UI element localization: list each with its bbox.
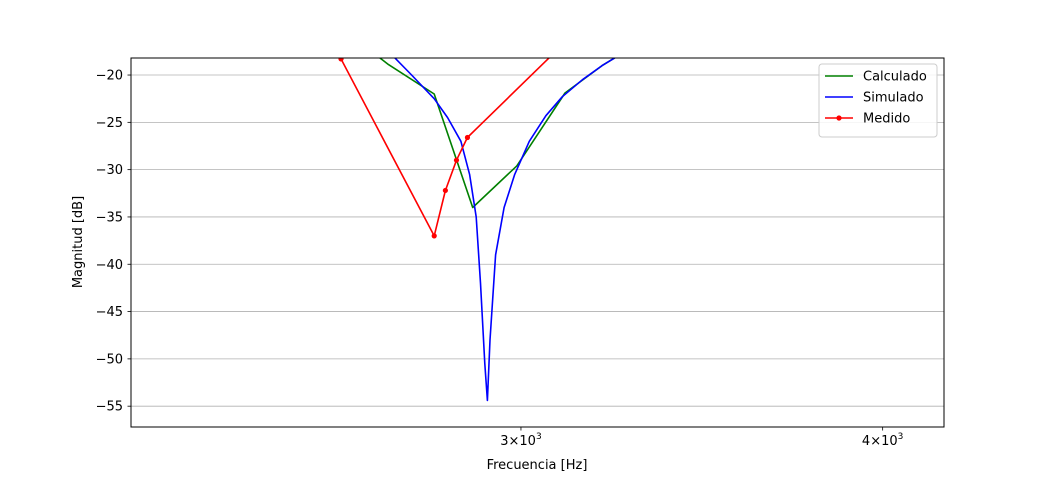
series-line-calculado <box>378 58 617 209</box>
grid <box>131 74 944 407</box>
y-tick-label: −20 <box>96 69 123 84</box>
data-point-medido <box>338 58 344 62</box>
series-line-medido <box>340 58 551 237</box>
x-tick-label: 3×103 <box>500 432 541 449</box>
axes-frame <box>130 57 945 428</box>
data-point-medido <box>431 233 437 239</box>
series-line-simulado <box>393 58 617 402</box>
data-point-medido <box>442 187 448 194</box>
legend-label: Medido <box>863 112 910 127</box>
data-point-medido <box>568 35 573 40</box>
y-tick-label: −35 <box>96 210 123 225</box>
data-point-medido <box>453 157 460 163</box>
legend-label: Calculado <box>863 70 927 85</box>
y-tick-label: −25 <box>96 116 123 131</box>
y-tick-label: −45 <box>96 305 123 320</box>
legend-label: Simulado <box>863 91 924 106</box>
legend: Calculado Simulado Medido <box>818 63 938 138</box>
x-axis-label: Frecuencia [Hz] <box>487 458 588 473</box>
y-tick-label: −30 <box>96 163 123 178</box>
y-tick-label: −40 <box>96 258 123 273</box>
plot-area <box>338 35 617 402</box>
data-point-medido <box>464 134 471 141</box>
legend-marker <box>836 115 842 121</box>
y-axis-label: Magnitud [dB] <box>71 196 86 288</box>
y-tick-label: −55 <box>96 400 123 415</box>
x-tick-label: 4×103 <box>862 432 903 449</box>
ticks: −20 −25 −30 −35 −40 −45 −50 −55 3×103 4×103 <box>96 69 904 449</box>
y-tick-label: −50 <box>96 352 123 367</box>
